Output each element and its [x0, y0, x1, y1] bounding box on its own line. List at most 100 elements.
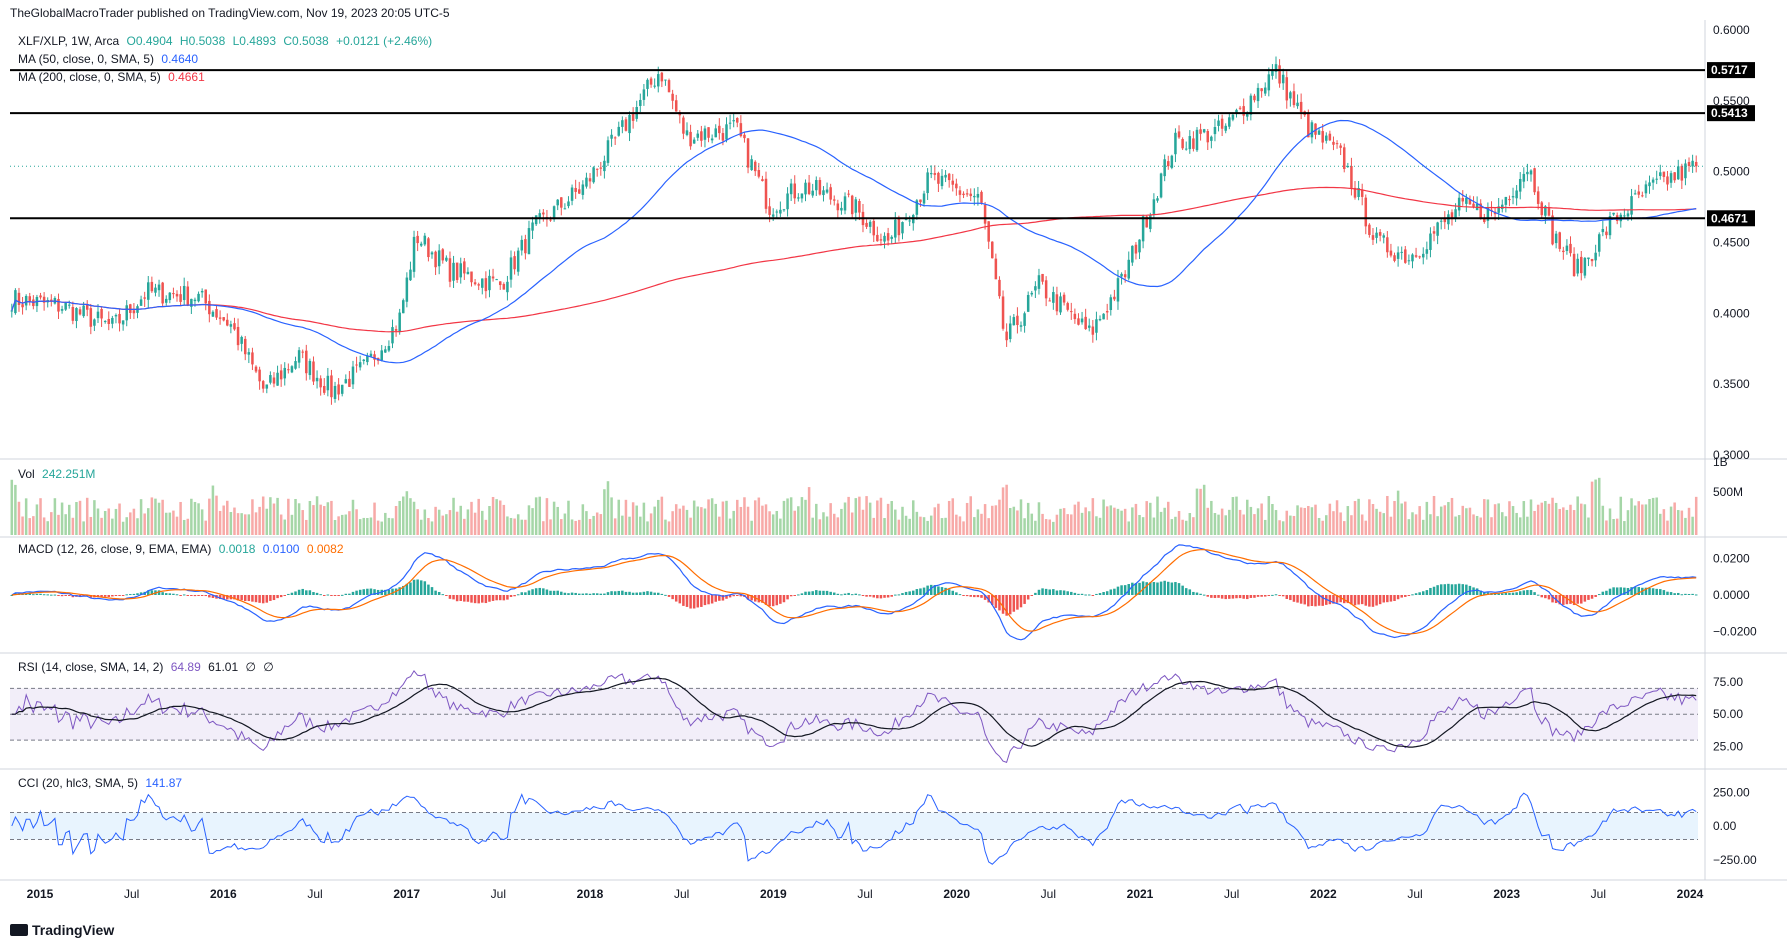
- candle-body: [427, 238, 430, 258]
- ma50-line: [11, 119, 1697, 364]
- macd-histogram-bar: [865, 595, 868, 597]
- candle-body: [718, 125, 721, 134]
- publisher-header: TheGlobalMacroTrader published on Tradin…: [10, 6, 450, 20]
- macd-histogram-bar: [1526, 590, 1529, 595]
- macd-histogram-bar: [1536, 594, 1540, 596]
- macd-legend[interactable]: MACD (12, 26, close, 9, EMA, EMA) 0.0018…: [18, 542, 348, 556]
- volume-bar: [132, 508, 136, 535]
- macd-histogram-bar: [725, 595, 728, 599]
- candle-body: [721, 133, 725, 141]
- volume-bar: [739, 506, 743, 535]
- high-value: H0.5038: [179, 34, 226, 48]
- time-axis-label: 2016: [210, 887, 237, 901]
- candle-body: [28, 296, 32, 301]
- ma200-legend[interactable]: MA (200, close, 0, SMA, 5) 0.4661: [18, 70, 209, 84]
- candle-body: [190, 298, 193, 307]
- volume-bar: [807, 487, 811, 535]
- volume-bar: [1479, 517, 1482, 535]
- candle-body: [75, 308, 78, 322]
- candle-body: [405, 277, 409, 302]
- macd-histogram-bar: [768, 595, 771, 607]
- candle-body: [1177, 131, 1181, 138]
- candle-body: [1518, 178, 1522, 192]
- candle-body: [1687, 161, 1691, 167]
- macd-histogram-bar: [1684, 593, 1687, 595]
- volume-bar: [908, 518, 911, 535]
- volume-bar: [1005, 484, 1008, 535]
- candle-body: [1041, 273, 1044, 282]
- volume-bar: [10, 479, 14, 535]
- macd-histogram-bar: [351, 591, 355, 595]
- volume-bar: [452, 497, 455, 535]
- candle-body: [57, 298, 60, 312]
- candle-body: [646, 79, 649, 89]
- macd-histogram-bar: [441, 594, 445, 596]
- candle-body: [1123, 274, 1127, 278]
- volume-bar: [1238, 509, 1242, 535]
- candle-body: [1522, 173, 1526, 182]
- volume-bar: [68, 504, 71, 535]
- volume-bar: [290, 514, 294, 535]
- candle-body: [883, 235, 886, 242]
- candle-body: [804, 182, 807, 195]
- macd-histogram-bar: [786, 595, 789, 600]
- candle-body: [1317, 130, 1321, 135]
- volume-bar: [671, 511, 674, 535]
- rsi-legend[interactable]: RSI (14, close, SMA, 14, 2) 64.89 61.01 …: [18, 660, 278, 674]
- price-tick-label: 0.5500: [1713, 94, 1750, 108]
- volume-bar: [484, 519, 488, 535]
- time-axis-label: 2023: [1493, 887, 1520, 901]
- volume-bar: [592, 515, 595, 535]
- candle-body: [301, 351, 304, 353]
- symbol-label[interactable]: XLF/XLP, 1W, Arca: [18, 34, 120, 48]
- cci-legend[interactable]: CCI (20, hlc3, SMA, 5) 141.87: [18, 776, 186, 790]
- candle-body: [1429, 233, 1432, 250]
- candle-body: [1486, 207, 1490, 221]
- macd-histogram-bar: [1350, 595, 1353, 605]
- volume-bar: [858, 496, 861, 535]
- macd-histogram-bar: [1411, 594, 1414, 596]
- ma50-value: 0.4640: [161, 52, 199, 66]
- macd-histogram-bar: [782, 595, 786, 603]
- macd-histogram-bar: [1310, 595, 1314, 606]
- volume-bar: [1511, 506, 1515, 535]
- candle-body: [1102, 313, 1105, 320]
- rsi-ma-line: [11, 677, 1697, 748]
- macd-histogram-bar: [46, 594, 49, 596]
- macd-histogram-bar: [947, 589, 951, 595]
- candle-body: [807, 182, 811, 195]
- volume-bar: [1659, 513, 1662, 535]
- macd-histogram-bar: [1116, 586, 1120, 595]
- candle-body: [1526, 171, 1529, 175]
- macd-histogram-bar: [1044, 588, 1048, 595]
- macd-histogram-bar: [319, 594, 322, 596]
- macd-histogram-bar: [527, 590, 531, 595]
- macd-histogram-bar: [1134, 583, 1138, 595]
- macd-histogram-bar: [682, 595, 685, 606]
- time-axis-label: 2021: [1127, 887, 1154, 901]
- macd-histogram-bar: [1080, 593, 1084, 595]
- candle-body: [1443, 218, 1447, 223]
- macd-tick-label: 0.0000: [1713, 588, 1750, 602]
- candle-body: [150, 281, 154, 292]
- volume-legend[interactable]: Vol 242.251M: [18, 467, 99, 481]
- volume-bar: [1044, 519, 1048, 535]
- macd-histogram-bar: [1396, 595, 1400, 600]
- volume-bar: [71, 517, 75, 535]
- candle-body: [394, 329, 398, 331]
- candle-body: [1062, 294, 1066, 303]
- candle-body: [1217, 120, 1220, 126]
- volume-bar: [1224, 515, 1227, 535]
- candle-body: [118, 313, 121, 324]
- tradingview-logo[interactable]: TradingView: [10, 922, 114, 938]
- volume-bar: [1655, 497, 1658, 535]
- volume-bar: [1662, 509, 1666, 535]
- volume-bar: [1644, 504, 1648, 535]
- ma50-legend[interactable]: MA (50, close, 0, SMA, 5) 0.4640: [18, 52, 202, 66]
- candle-body: [556, 199, 559, 206]
- volume-bar: [1562, 507, 1565, 535]
- candle-body: [516, 250, 520, 272]
- volume-bar: [366, 517, 369, 535]
- volume-bar: [657, 499, 660, 535]
